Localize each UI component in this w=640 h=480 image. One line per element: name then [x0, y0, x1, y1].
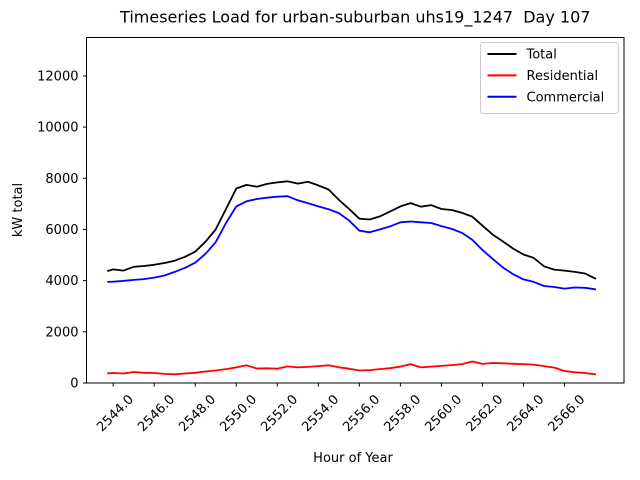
- x-tick-label: 2554.0: [299, 392, 342, 435]
- x-tick-label: 2562.0: [463, 392, 506, 435]
- chart-title: Timeseries Load for urban-suburban uhs19…: [119, 8, 590, 28]
- series-line-commercial: [107, 195, 597, 291]
- y-tick-label: 6000: [45, 223, 78, 238]
- x-tick-label: 2556.0: [340, 392, 383, 435]
- x-tick-label: 2552.0: [258, 392, 301, 435]
- y-tick-label: 8000: [45, 172, 78, 187]
- x-tick-label: 2566.0: [546, 392, 589, 435]
- plot-series: [107, 180, 597, 376]
- x-tick-label: 2550.0: [217, 392, 260, 435]
- y-tick-label: 2000: [45, 325, 78, 340]
- y-tick-label: 10000: [37, 121, 78, 136]
- x-tick-label: 2548.0: [176, 392, 219, 435]
- x-tick-label: 2560.0: [422, 392, 465, 435]
- legend: Total Residential Commercial: [480, 42, 619, 114]
- x-axis-label: Hour of Year: [313, 451, 393, 466]
- legend-label-residential: Residential: [527, 69, 599, 84]
- x-tick-label: 2546.0: [135, 392, 178, 435]
- x-tick-label: 2544.0: [94, 392, 137, 435]
- x-tick-label: 2564.0: [505, 392, 548, 435]
- series-line-residential: [107, 360, 597, 376]
- x-tick-label: 2558.0: [381, 392, 424, 435]
- y-tick-label: 4000: [45, 274, 78, 289]
- y-tick-label: 12000: [37, 69, 78, 84]
- axes-spines: [86, 37, 625, 384]
- legend-frame: [480, 42, 619, 114]
- y-tick-label: 0: [70, 377, 78, 392]
- legend-label-total: Total: [526, 48, 557, 63]
- legend-label-commercial: Commercial: [527, 90, 605, 105]
- y-axis-label: kW total: [11, 183, 26, 237]
- series-line-total: [107, 180, 597, 280]
